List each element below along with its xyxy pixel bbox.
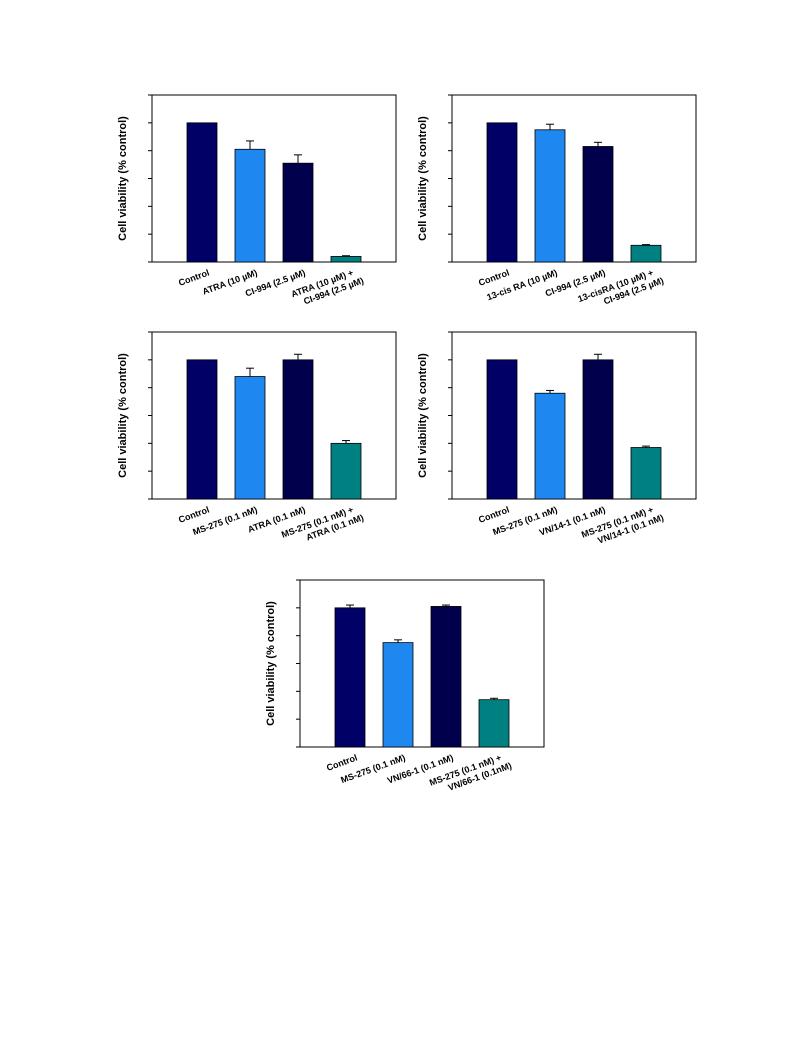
bar xyxy=(582,359,614,500)
bar xyxy=(382,642,414,748)
y-axis-label: Cell viability (% control) xyxy=(417,116,429,241)
bar xyxy=(282,359,314,500)
bar xyxy=(630,447,662,500)
bar xyxy=(430,606,462,748)
bar xyxy=(234,148,266,263)
bar xyxy=(630,244,662,263)
y-axis-label: Cell viability (% control) xyxy=(117,116,129,241)
bar xyxy=(330,442,362,500)
bar xyxy=(334,607,366,748)
y-axis-label: Cell viability (% control) xyxy=(417,353,429,478)
bar xyxy=(486,359,518,500)
y-axis-label: Cell viability (% control) xyxy=(265,601,277,726)
chart-panel-5: Cell viability (% control)ControlMS-275 … xyxy=(265,579,545,793)
bar xyxy=(330,256,362,263)
bar xyxy=(478,699,510,748)
bar xyxy=(234,376,266,500)
chart-panel-3: Cell viability (% control)ControlMS-275 … xyxy=(117,331,397,543)
bar xyxy=(282,162,314,263)
chart-panel-4: Cell viability (% control)ControlMS-275 … xyxy=(417,331,697,546)
y-axis-label: Cell viability (% control) xyxy=(117,353,129,478)
bar xyxy=(486,122,518,263)
bar xyxy=(534,129,566,263)
bar xyxy=(582,146,614,263)
bar xyxy=(186,122,218,263)
chart-panel-2: Cell viability (% control)Control13-cis … xyxy=(417,94,697,306)
bar xyxy=(186,359,218,500)
bar xyxy=(534,392,566,500)
